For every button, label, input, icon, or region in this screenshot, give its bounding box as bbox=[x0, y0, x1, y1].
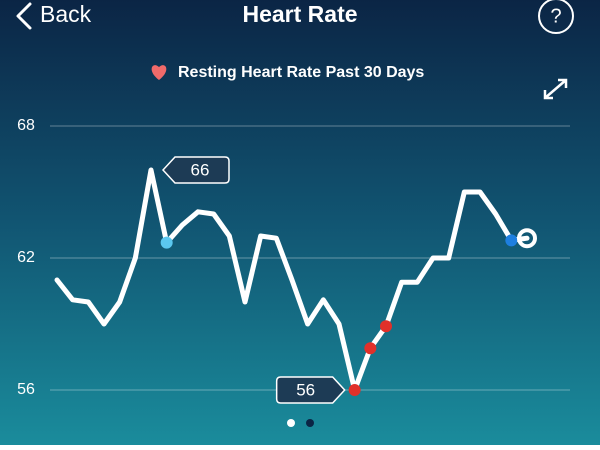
page-dot[interactable] bbox=[306, 419, 314, 427]
point-marker bbox=[364, 342, 377, 355]
point-marker bbox=[505, 234, 518, 247]
line bbox=[54, 167, 530, 393]
back-label[interactable]: Back bbox=[40, 1, 92, 27]
y-tick-label: 62 bbox=[17, 249, 35, 266]
back-button[interactable]: Back bbox=[16, 1, 92, 30]
min-callout bbox=[275, 376, 346, 404]
page-dot-active[interactable] bbox=[287, 419, 295, 427]
point-marker bbox=[380, 320, 392, 333]
current-point bbox=[517, 228, 537, 249]
point-marker bbox=[160, 236, 173, 249]
min-label: 56 bbox=[296, 380, 315, 399]
expand-button[interactable] bbox=[543, 78, 568, 100]
y-tick-label: 56 bbox=[17, 381, 35, 398]
chart-subtitle: Resting Heart Rate Past 30 Days bbox=[178, 64, 424, 81]
y-tick-label: 68 bbox=[17, 117, 35, 134]
back-arrow[interactable] bbox=[16, 2, 32, 30]
help-button[interactable]: ? bbox=[538, 0, 574, 34]
expand-icon[interactable] bbox=[543, 78, 568, 100]
help-label[interactable]: ? bbox=[550, 5, 561, 27]
help-circle[interactable] bbox=[538, 0, 574, 34]
max-label: 66 bbox=[191, 160, 210, 179]
max-callout bbox=[161, 156, 230, 184]
point-marker bbox=[348, 384, 361, 396]
heart-icon bbox=[151, 65, 167, 80]
screen-title: Heart Rate bbox=[242, 1, 357, 27]
